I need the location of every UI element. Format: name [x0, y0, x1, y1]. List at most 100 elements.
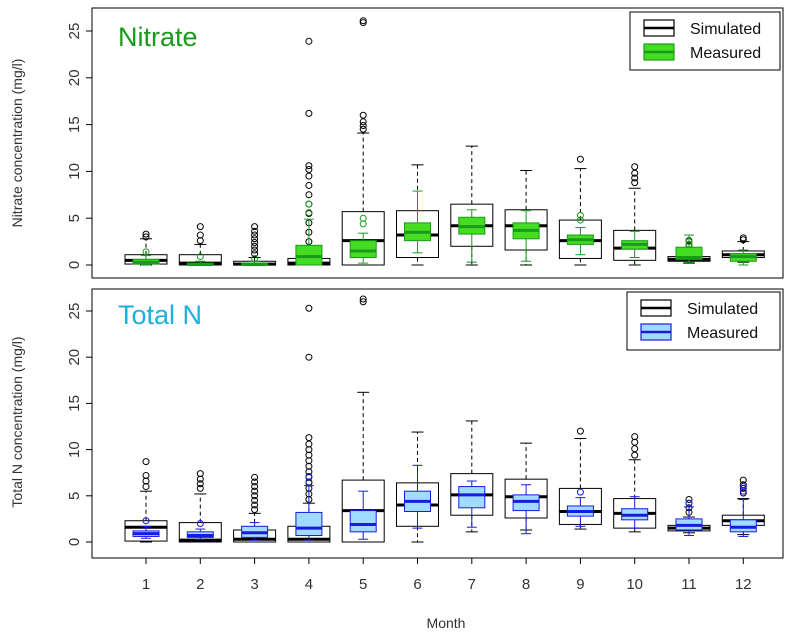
- outlier-point: [251, 492, 259, 500]
- outlier-point: [359, 125, 367, 133]
- outlier-point: [142, 248, 150, 256]
- x-tick-label: 8: [522, 576, 530, 593]
- outlier-point: [142, 517, 150, 525]
- simulated-box-month-9: [558, 427, 602, 530]
- measured-box-month-8: [512, 210, 540, 262]
- outlier-point: [251, 496, 259, 504]
- measured-box-month-4: [295, 200, 323, 266]
- outlier-point: [251, 235, 259, 243]
- outlier-point: [196, 237, 204, 245]
- simulated-box-month-5: [341, 17, 385, 266]
- outlier-point: [631, 174, 639, 182]
- box-iqr: [295, 511, 323, 537]
- measured-box-month-2: [186, 520, 214, 540]
- outlier-point: [305, 434, 313, 442]
- outlier-point: [359, 118, 367, 126]
- outlier-point: [631, 451, 639, 459]
- panel-title: Total N: [118, 300, 202, 330]
- outlier-point: [251, 487, 259, 495]
- outlier-point: [305, 191, 313, 199]
- outlier-point: [196, 470, 204, 478]
- outlier-point: [251, 239, 259, 247]
- y-axis-title: Total N concentration (mg/l): [9, 336, 25, 507]
- outlier-point: [305, 166, 313, 174]
- simulated-box-month-3: [233, 223, 277, 266]
- nitrate-panel: 0 5 10 15 20 25 Nitrate concentration (mg/l) Ni…: [9, 7, 784, 279]
- measured-box-month-7: [458, 209, 486, 263]
- x-tick-label: 6: [413, 576, 421, 593]
- y-tick-label: 10: [66, 441, 83, 458]
- measured-box-month-10: [621, 230, 649, 259]
- outlier-point: [576, 427, 584, 435]
- panel-title: Nitrate: [118, 22, 198, 52]
- outlier-point: [251, 250, 259, 258]
- outlier-point: [196, 520, 204, 528]
- y-tick-label: 10: [66, 163, 83, 180]
- outlier-point: [251, 227, 259, 235]
- measured-box-month-8: [512, 484, 540, 535]
- measured-box-month-9: [566, 211, 594, 256]
- plot-frame: [91, 288, 784, 559]
- outlier-point: [251, 501, 259, 509]
- outlier-point: [359, 19, 367, 27]
- outlier-point: [685, 499, 693, 507]
- measured-box-month-3: [241, 522, 269, 541]
- outlier-point: [251, 231, 259, 239]
- outlier-point: [251, 254, 259, 262]
- outlier-point: [739, 236, 747, 244]
- measured-box-month-11: [675, 499, 703, 537]
- outlier-point: [251, 242, 259, 250]
- y-tick-label: 0: [66, 261, 83, 269]
- y-tick-label: 20: [66, 349, 83, 366]
- outlier-point: [142, 230, 150, 238]
- outlier-point: [305, 172, 313, 180]
- x-tick-label: 2: [196, 576, 204, 593]
- measured-box-month-1: [132, 517, 160, 539]
- measured-box-month-5: [349, 490, 377, 540]
- x-tick-label: 7: [468, 576, 476, 593]
- x-tick-label: 5: [359, 576, 367, 593]
- measured-box-month-10: [621, 496, 649, 529]
- x-tick-label: 12: [735, 576, 752, 593]
- measured-box-month-1: [132, 248, 160, 266]
- outlier-point: [359, 122, 367, 130]
- outlier-point: [142, 458, 150, 466]
- outlier-point: [305, 181, 313, 189]
- simulated-box-month-2: [178, 223, 222, 266]
- legend: Simulated Measured: [626, 291, 781, 351]
- outlier-point: [739, 487, 747, 495]
- measured-box-month-11: [675, 234, 703, 263]
- outlier-point: [359, 295, 367, 303]
- outlier-point: [305, 109, 313, 117]
- outlier-point: [739, 234, 747, 242]
- legend-label: Simulated: [687, 301, 758, 318]
- outlier-point: [305, 37, 313, 45]
- measured-box-month-2: [186, 253, 214, 267]
- y-tick-label: 5: [66, 492, 83, 500]
- outlier-point: [631, 163, 639, 171]
- outlier-point: [142, 233, 150, 241]
- outlier-point: [631, 169, 639, 177]
- outlier-point: [251, 483, 259, 491]
- x-tick-label: 4: [305, 576, 313, 593]
- measured-box-month-7: [458, 480, 486, 528]
- outlier-point: [196, 223, 204, 231]
- x-axis-title: Month: [427, 615, 466, 631]
- outlier-point: [305, 304, 313, 312]
- outlier-point: [251, 478, 259, 486]
- box-iqr: [458, 486, 486, 509]
- outlier-point: [142, 471, 150, 479]
- y-tick-label: 0: [66, 538, 83, 546]
- x-tick-label: 3: [250, 576, 258, 593]
- outlier-point: [359, 214, 367, 222]
- outlier-point: [196, 480, 204, 488]
- legend-label: Measured: [690, 45, 761, 62]
- outlier-point: [251, 506, 259, 514]
- y-axis-title: Nitrate concentration (mg/l): [9, 59, 25, 228]
- outlier-point: [631, 179, 639, 187]
- outlier-point: [739, 484, 747, 492]
- measured-series: [132, 464, 757, 541]
- outlier-point: [576, 211, 584, 219]
- outlier-point: [685, 240, 693, 248]
- outlier-point: [251, 473, 259, 481]
